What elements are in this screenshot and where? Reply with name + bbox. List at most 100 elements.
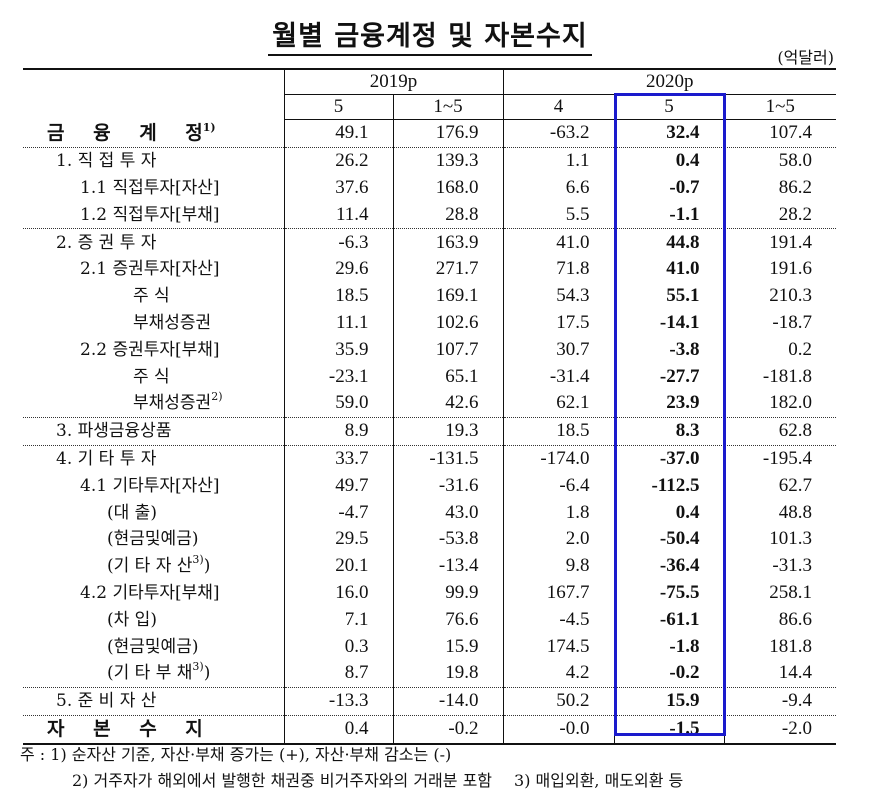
cell-value: 50.2 xyxy=(502,687,614,716)
cell-value: 29.6 xyxy=(283,255,393,283)
cell-value: 26.2 xyxy=(283,147,393,175)
table-row: (대 출) -4.7 43.0 1.8 0.4 48.8 xyxy=(23,499,836,526)
row-label: (현금및예금) xyxy=(107,636,199,657)
footnote-ref: 1) xyxy=(202,120,216,134)
cell-value: 4.2 xyxy=(502,659,614,688)
cell-value: 62.7 xyxy=(723,472,836,500)
table-row: 1.1 직접투자[자산] 37.6 168.0 6.6 -0.7 86.2 xyxy=(23,174,836,202)
cell-value: 101.3 xyxy=(723,525,836,553)
cell-value-highlight: 8.3 xyxy=(613,417,724,446)
cell-value-highlight: 32.4 xyxy=(613,119,724,148)
table-row: 2.2 증권투자[부채] 35.9 107.7 30.7 -3.8 0.2 xyxy=(23,336,836,364)
cell-value: 86.6 xyxy=(723,606,836,634)
table-row: 부채성증권 11.1 102.6 17.5 -14.1 -18.7 xyxy=(23,309,836,337)
cell-value: 191.6 xyxy=(723,255,836,283)
cell-value: -9.4 xyxy=(723,687,836,716)
cell-value: -14.0 xyxy=(392,687,503,716)
cell-value-highlight: -0.2 xyxy=(613,659,724,688)
cell-value: -6.4 xyxy=(502,472,614,500)
cell-value: 35.9 xyxy=(283,336,393,364)
table-row: (현금및예금) 0.3 15.9 174.5 -1.8 181.8 xyxy=(23,633,836,660)
cell-value: -31.6 xyxy=(392,472,503,500)
header-year-2020: 2020p xyxy=(502,68,836,95)
table-row: 4.1 기타투자[자산] 49.7 -31.6 -6.4 -112.5 62.7 xyxy=(23,472,836,500)
cell-value: 258.1 xyxy=(723,579,836,607)
cell-value: 1.8 xyxy=(502,499,614,526)
table-row: 주 식 -23.1 65.1 -31.4 -27.7 -181.8 xyxy=(23,363,836,390)
cell-value: 102.6 xyxy=(392,309,503,337)
cell-value-highlight: -61.1 xyxy=(613,606,724,634)
cell-value-highlight: -75.5 xyxy=(613,579,724,607)
cell-value: 107.7 xyxy=(392,336,503,364)
financial-account-table: 2019p 2020p 5 1~5 4 5 1~5 금 융 계 정1) 49.1 1… xyxy=(23,68,836,745)
row-label: 1.2 직접투자[부채] xyxy=(23,201,284,230)
cell-value: -195.4 xyxy=(723,445,836,473)
cell-value-highlight: -50.4 xyxy=(613,525,724,553)
cell-value: 19.8 xyxy=(392,659,503,688)
table-row: 4. 기 타 투 자 33.7 -131.5 -174.0 -37.0 -195.4 xyxy=(23,445,836,473)
footnote-ref: 3) xyxy=(192,553,204,567)
cell-value: 59.0 xyxy=(283,389,393,418)
table-row: 5. 준 비 자 산 -13.3 -14.0 50.2 15.9 -9.4 xyxy=(23,687,836,716)
cell-value: 58.0 xyxy=(723,147,836,175)
cell-value: 18.5 xyxy=(502,417,614,446)
table-row: 주 식 18.5 169.1 54.3 55.1 210.3 xyxy=(23,282,836,310)
row-label: 주 식 xyxy=(133,286,170,307)
cell-value: 8.7 xyxy=(283,659,393,688)
cell-value: 71.8 xyxy=(502,255,614,283)
cell-value: -23.1 xyxy=(283,363,393,390)
cell-value-highlight: 44.8 xyxy=(613,228,724,256)
cell-value: 18.5 xyxy=(283,282,393,310)
row-label: 1.1 직접투자[자산] xyxy=(80,177,220,198)
cell-value: 54.3 xyxy=(502,282,614,310)
table-row: 금 융 계 정1) 49.1 176.9 -63.2 32.4 107.4 xyxy=(23,119,836,148)
cell-value-highlight: -0.7 xyxy=(613,174,724,202)
cell-value: 42.6 xyxy=(392,389,503,418)
cell-value: 0.4 xyxy=(283,715,393,745)
table-row: 2. 증 권 투 자 -6.3 163.9 41.0 44.8 191.4 xyxy=(23,228,836,256)
footnote-1: 주 : 1) 순자산 기준, 자산·부채 증가는 (+), 자산·부채 감소는 … xyxy=(20,745,452,764)
cell-value: 41.0 xyxy=(502,228,614,256)
row-label: 4.2 기타투자[부채] xyxy=(80,582,220,603)
cell-value: -6.3 xyxy=(283,228,393,256)
cell-value: 30.7 xyxy=(502,336,614,364)
cell-value: -0.2 xyxy=(392,715,503,745)
cell-value: 76.6 xyxy=(392,606,503,634)
cell-value: 0.2 xyxy=(723,336,836,364)
cell-value: -63.2 xyxy=(502,119,614,148)
cell-value: 11.4 xyxy=(283,201,393,230)
header-period: 1~5 xyxy=(723,94,836,120)
cell-value: -31.3 xyxy=(723,552,836,580)
cell-value: -13.3 xyxy=(283,687,393,716)
cell-value: 6.6 xyxy=(502,174,614,202)
row-label: 금 융 계 정1) xyxy=(23,119,284,148)
row-label: (대 출) xyxy=(107,502,157,523)
cell-value: 5.5 xyxy=(502,201,614,230)
cell-value: -4.5 xyxy=(502,606,614,634)
cell-value: 37.6 xyxy=(283,174,393,202)
table-row: (현금및예금) 29.5 -53.8 2.0 -50.4 101.3 xyxy=(23,525,836,553)
cell-value: 15.9 xyxy=(392,633,503,660)
row-label: 5. 준 비 자 산 xyxy=(23,687,284,716)
cell-value: 9.8 xyxy=(502,552,614,580)
row-label: 자 본 수 지 xyxy=(23,715,284,745)
cell-value-highlight: -14.1 xyxy=(613,309,724,337)
cell-value: 14.4 xyxy=(723,659,836,688)
cell-value: 168.0 xyxy=(392,174,503,202)
row-label: (기 타 자 산3)) xyxy=(107,553,211,577)
cell-value: -2.0 xyxy=(723,715,836,745)
cell-value: 191.4 xyxy=(723,228,836,256)
cell-value: 65.1 xyxy=(392,363,503,390)
cell-value: 19.3 xyxy=(392,417,503,446)
footnotes: 주 : 1) 순자산 기준, 자산·부채 증가는 (+), 자산·부채 감소는 … xyxy=(20,742,683,794)
cell-value-highlight: -1.5 xyxy=(613,715,724,745)
header-period: 1~5 xyxy=(392,94,503,120)
cell-value: 28.2 xyxy=(723,201,836,230)
header-period: 4 xyxy=(502,94,614,120)
table-row: 부채성증권2) 59.0 42.6 62.1 23.9 182.0 xyxy=(23,389,836,418)
table-row: (기 타 자 산3)) 20.1 -13.4 9.8 -36.4 -31.3 xyxy=(23,552,836,580)
cell-value: -174.0 xyxy=(502,445,614,473)
cell-value: 167.7 xyxy=(502,579,614,607)
cell-value: 174.5 xyxy=(502,633,614,660)
cell-value: 1.1 xyxy=(502,147,614,175)
